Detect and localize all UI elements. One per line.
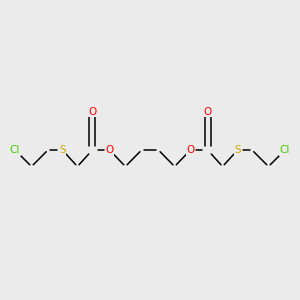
- Text: S: S: [59, 145, 66, 155]
- Text: Cl: Cl: [10, 145, 20, 155]
- Text: O: O: [105, 145, 114, 155]
- Text: Cl: Cl: [280, 145, 290, 155]
- Text: O: O: [186, 145, 195, 155]
- Text: S: S: [234, 145, 241, 155]
- Text: O: O: [203, 106, 212, 117]
- Text: O: O: [88, 106, 97, 117]
